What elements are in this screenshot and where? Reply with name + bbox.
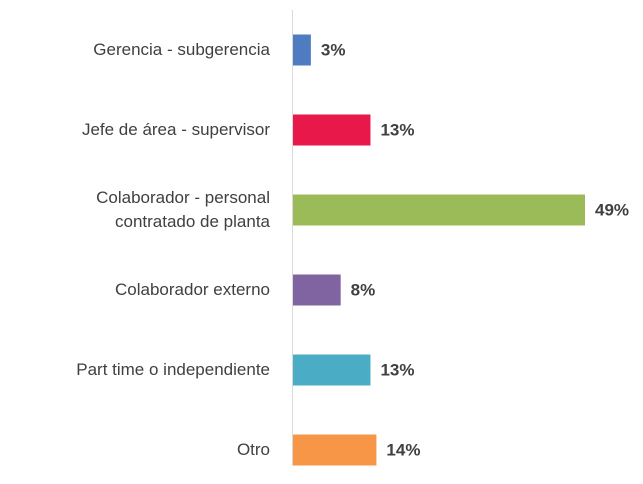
- value-label: 49%: [595, 200, 629, 219]
- value-label: 8%: [351, 280, 376, 299]
- category-label: Gerencia - subgerencia: [93, 40, 270, 59]
- category-label: Jefe de área - supervisor: [81, 120, 270, 139]
- bar: [293, 194, 585, 226]
- value-label: 3%: [321, 40, 346, 59]
- bar: [293, 34, 311, 66]
- bar: [293, 274, 341, 306]
- value-label: 13%: [380, 360, 414, 379]
- bar: [293, 354, 371, 386]
- category-label: Colaborador - personal contratado de pla…: [96, 188, 270, 231]
- category-label: Part time o independiente: [76, 360, 270, 379]
- category-label: Otro: [236, 440, 270, 459]
- category-label: Colaborador externo: [115, 280, 270, 299]
- bar: [293, 434, 377, 466]
- value-label: 14%: [386, 440, 420, 459]
- value-label: 13%: [380, 120, 414, 139]
- bar: [293, 114, 371, 146]
